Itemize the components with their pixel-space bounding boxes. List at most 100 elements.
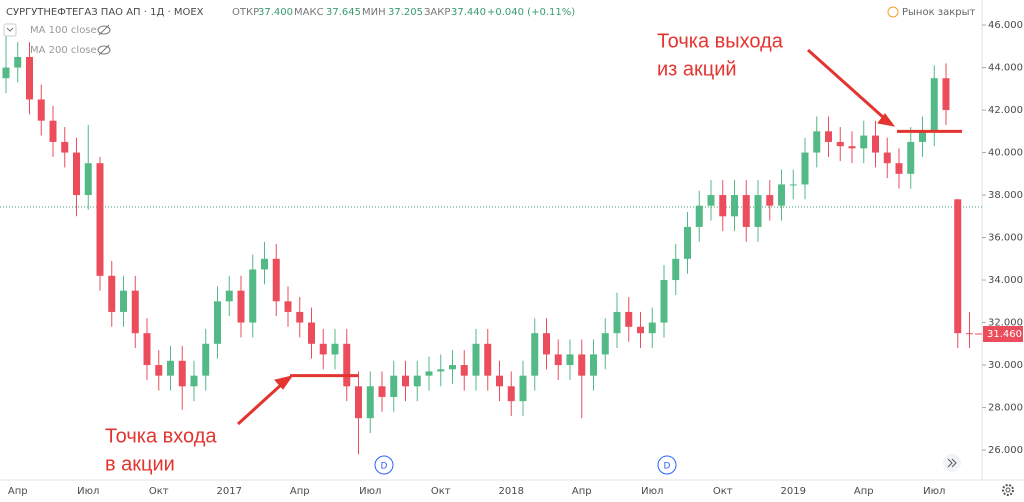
x-tick-label: Апр (8, 486, 28, 497)
candle-body (61, 141, 69, 153)
candle-body (2, 67, 10, 79)
candle-body (131, 290, 139, 334)
candle-body (919, 131, 926, 142)
candle-body (966, 333, 973, 335)
x-tick-label: Июл (923, 486, 945, 497)
candle-body (883, 152, 891, 164)
candle-body (731, 195, 738, 217)
annotation-text: в акции (105, 453, 175, 475)
candle-body (684, 226, 691, 259)
market-status[interactable]: Рынок закрыт (902, 7, 976, 18)
candle-body (214, 301, 221, 344)
plot (0, 24, 986, 455)
candle-body (472, 343, 480, 376)
candle-body (308, 322, 315, 344)
y-tick-label: 40.000 (988, 148, 1023, 159)
candle-body (578, 354, 586, 376)
x-tick-label: Июл (641, 486, 663, 497)
x-tick-label: 2019 (781, 486, 806, 497)
x-tick-label: Окт (149, 486, 169, 497)
candle-body (531, 333, 539, 376)
x-tick-label: Окт (713, 486, 733, 497)
candle-body (625, 311, 633, 327)
candle-body (167, 360, 174, 376)
x-tick-label: Окт (431, 486, 451, 497)
candle-body (355, 386, 362, 419)
candle-body (296, 311, 304, 323)
x-tick-label: 2018 (499, 486, 524, 497)
candle-body (73, 152, 80, 196)
candle-body (543, 333, 550, 355)
arrow (806, 48, 896, 127)
candle-body (272, 258, 280, 302)
candle-body (331, 343, 339, 355)
candle-body (143, 333, 151, 366)
candle-body (836, 141, 844, 147)
scroll-button[interactable] (943, 454, 961, 472)
dividend-label: D (664, 462, 671, 472)
candle-body (390, 375, 398, 397)
candle-body (942, 78, 950, 111)
chevron (6, 27, 14, 32)
indicator[interactable]: МА 200 close (30, 45, 97, 56)
open-label: ОТКР (232, 7, 259, 18)
candle-body (49, 120, 57, 142)
y-tick-label: 38.000 (988, 190, 1023, 201)
y-tick-label: 26.000 (988, 445, 1023, 456)
y-tick-label: 30.000 (988, 360, 1023, 371)
candle-body (507, 386, 515, 402)
last-price-label: 31.460 (987, 329, 1022, 340)
candle-body (284, 301, 292, 312)
dividend-marker (374, 455, 394, 475)
candle-body (695, 205, 703, 227)
candle-body (120, 290, 127, 312)
candle-body (954, 199, 962, 334)
y-tick-label: 46.000 (988, 20, 1023, 31)
dividend-label: D (381, 462, 388, 472)
candle-body (261, 258, 268, 270)
last-price-tag (983, 326, 1023, 343)
x-tick-label: Апр (854, 486, 874, 497)
annotation-text: Точка выхода (657, 30, 784, 52)
hide-icon[interactable] (97, 44, 111, 56)
candle-body (637, 326, 644, 334)
candle-body (190, 375, 198, 387)
candle-body (813, 131, 821, 153)
annotation-text: из акций (657, 58, 737, 80)
candle-body (860, 135, 868, 149)
y-tick-label: 28.000 (988, 403, 1023, 414)
candle-body (648, 322, 656, 334)
dividend-marker (657, 455, 677, 475)
candle-body (930, 78, 938, 132)
candle-body (825, 131, 832, 142)
open-value: 37.400 (258, 7, 293, 18)
candle-body (590, 354, 597, 376)
low-value: 37.205 (388, 7, 423, 18)
candle-body (425, 371, 433, 376)
candle-body (766, 195, 774, 206)
candle-body (554, 354, 562, 366)
candle-body (484, 343, 492, 376)
settings-button[interactable] (1002, 484, 1014, 496)
candle-body (660, 280, 668, 323)
y-tick-label: 44.000 (988, 63, 1023, 74)
candle-body (437, 369, 445, 372)
candle-body (202, 343, 210, 376)
candle-body (801, 152, 809, 185)
candle-body (37, 99, 45, 121)
candle-body (519, 375, 527, 402)
indicator[interactable]: МА 100 close (30, 25, 97, 36)
candle-body (225, 290, 233, 302)
change: +0.040 (+0.11%) (487, 7, 575, 18)
candle-body (155, 365, 163, 376)
collapse-button[interactable] (3, 23, 17, 37)
candle-body (601, 333, 609, 355)
candle-body (26, 56, 33, 100)
hide-icon[interactable] (97, 24, 111, 36)
candle-body (178, 360, 186, 387)
candle-body (613, 311, 621, 334)
candle-body (319, 343, 327, 355)
x-tick-label: 2017 (217, 486, 242, 497)
symbol: СУРГУТНЕФТЕГАЗ ПАО АП · 1Д · MOEX (6, 7, 204, 18)
